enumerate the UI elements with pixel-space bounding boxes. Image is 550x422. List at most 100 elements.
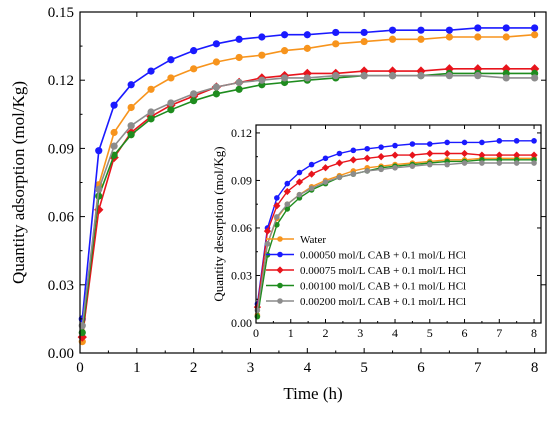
inset-data-point-1-11	[392, 142, 398, 149]
main-x-tick-label-1: 1	[133, 360, 141, 376]
inset-x-tick-label-3: 3	[357, 326, 363, 340]
inset-data-point-1-17	[496, 138, 503, 144]
inset-data-point-1-12	[409, 141, 416, 147]
inset-data-point-4-12	[409, 163, 416, 169]
main-data-point-0-15	[417, 35, 425, 43]
main-data-point-3-3	[127, 131, 135, 139]
inset-data-point-1-9	[364, 145, 371, 152]
inset-data-point-2-14	[443, 149, 451, 158]
legend-marker-4	[277, 298, 283, 304]
main-data-point-2-16	[444, 64, 455, 74]
main-data-point-1-19	[531, 24, 539, 32]
inset-data-point-2-15	[460, 149, 469, 158]
legend-marker-2	[276, 266, 284, 274]
inset-data-point-2-9	[363, 154, 371, 162]
inset-data-point-2-8	[349, 156, 357, 164]
inset-data-point-3-2	[274, 221, 280, 228]
inset-data-point-1-8	[350, 147, 357, 154]
inset-data-point-1-7	[336, 150, 343, 157]
main-data-point-1-12	[332, 28, 340, 37]
inset-x-tick-label-0: 0	[253, 326, 259, 340]
main-x-tick-label-5: 5	[360, 360, 368, 376]
main-series-line-0	[81, 33, 535, 342]
inset-data-point-2-12	[408, 151, 417, 159]
main-x-tick-label-3: 3	[247, 360, 255, 376]
inset-data-point-2-19	[530, 151, 538, 159]
main-data-point-4-11	[303, 74, 311, 82]
main-data-point-4-16	[445, 72, 453, 80]
main-data-point-0-19	[531, 31, 539, 39]
legend-label-3: 0.00100 mol/L CAB + 0.1 mol/L HCl	[300, 281, 466, 293]
main-data-point-4-5	[167, 99, 175, 107]
inset-x-tick-label-4: 4	[392, 326, 398, 340]
main-data-point-0-2	[110, 128, 118, 137]
main-data-point-1-3	[127, 81, 135, 89]
legend-label-1: 0.00050 mol/L CAB + 0.1 mol/L HCl	[300, 250, 466, 262]
main-data-point-4-17	[474, 72, 482, 80]
main-x-tick-label-6: 6	[417, 360, 425, 376]
main-data-point-1-13	[360, 28, 368, 37]
inset-data-point-4-6	[322, 179, 329, 185]
main-series-line-2	[81, 68, 535, 338]
main-x-tick-label-2: 2	[190, 360, 198, 376]
inset-data-point-1-16	[479, 139, 485, 146]
main-x-axis-label: Time (h)	[283, 384, 342, 403]
inset-data-point-4-17	[496, 160, 503, 166]
legend-marker-0	[277, 236, 283, 242]
inset-data-point-1-2	[274, 195, 280, 201]
main-y-tick-label-1: 0.03	[48, 278, 74, 294]
inset-data-point-4-13	[426, 161, 433, 168]
main-data-point-1-10	[280, 31, 289, 39]
main-data-point-0-17	[474, 33, 482, 41]
inset-data-point-4-14	[444, 161, 450, 168]
main-data-point-3-4	[147, 115, 155, 123]
main-data-point-2-17	[473, 64, 483, 74]
main-x-tick-label-8: 8	[531, 360, 539, 376]
main-data-point-0-11	[303, 44, 311, 52]
main-data-point-1-8	[235, 35, 243, 43]
inset-y-tick-label-0: 0.00	[231, 316, 252, 330]
main-data-point-4-12	[332, 72, 340, 80]
main-data-point-1-14	[388, 26, 397, 34]
main-data-point-4-3	[127, 122, 135, 130]
main-plot: 0 1 2 3 4 5 6 7 8 0.00 0.03 0.06 0.09 0.12 0.15 Time (h…	[9, 5, 547, 403]
main-data-point-1-17	[474, 24, 482, 32]
main-data-point-4-19	[531, 74, 539, 82]
main-data-point-1-11	[303, 31, 311, 39]
main-data-point-0-14	[388, 35, 397, 43]
inset-data-point-2-4	[295, 178, 304, 186]
main-data-point-2-13	[359, 66, 369, 76]
main-data-point-4-15	[417, 72, 425, 80]
inset-data-point-4-8	[350, 171, 357, 177]
inset-data-point-1-14	[444, 139, 450, 146]
main-y-tick-label-4: 0.12	[48, 73, 74, 89]
main-data-point-1-18	[502, 24, 510, 32]
main-data-point-3-7	[212, 90, 220, 98]
inset-x-tick-label-7: 7	[496, 326, 502, 340]
inset-data-point-2-11	[391, 151, 399, 159]
main-data-point-4-7	[212, 83, 220, 91]
inset-data-point-2-7	[335, 159, 344, 167]
main-y-tick-label-0: 0.00	[48, 346, 74, 362]
main-data-point-0-10	[280, 47, 289, 55]
main-data-point-3-8	[235, 85, 243, 93]
inset-data-point-1-4	[296, 169, 303, 176]
main-series-line-4	[81, 74, 535, 326]
main-data-point-1-1	[95, 147, 103, 155]
main-data-point-0-8	[235, 53, 243, 62]
inset-data-point-2-10	[377, 153, 385, 161]
inset-data-point-2-5	[307, 170, 316, 178]
main-data-point-2-18	[501, 64, 511, 74]
inset-data-point-1-10	[378, 144, 384, 150]
inset-data-point-4-11	[392, 164, 398, 171]
main-data-point-1-5	[167, 56, 175, 64]
main-data-point-2-14	[387, 66, 398, 76]
main-data-point-4-14	[388, 72, 397, 80]
main-x-tick-label-4: 4	[304, 360, 312, 376]
inset-data-point-4-19	[531, 160, 537, 166]
inset-y-tick-label-4: 0.12	[231, 126, 252, 140]
main-data-point-0-3	[127, 103, 135, 112]
main-data-point-4-6	[190, 90, 198, 98]
inset-data-point-4-4	[296, 191, 303, 198]
main-data-point-0-18	[502, 33, 510, 41]
